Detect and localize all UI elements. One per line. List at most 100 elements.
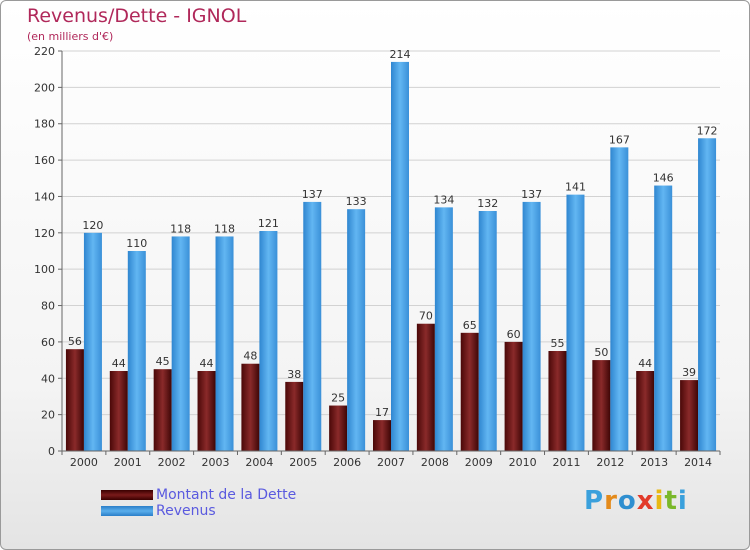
bar-dette	[65, 349, 84, 451]
data-label-revenus: 132	[477, 197, 498, 210]
bar-revenus	[522, 201, 541, 451]
x-tick-label: 2010	[509, 456, 537, 469]
x-tick-label: 2002	[158, 456, 186, 469]
logo-letter: x	[636, 486, 655, 516]
bar-dette	[680, 380, 699, 451]
bar-revenus	[171, 236, 190, 451]
bar-dette	[153, 369, 172, 451]
y-tick-label: 0	[48, 445, 55, 458]
x-tick-label: 2008	[421, 456, 449, 469]
data-label-revenus: 137	[302, 188, 323, 201]
bar-dette	[285, 381, 304, 451]
bar-dette	[329, 405, 348, 451]
legend-swatch-dette	[101, 490, 153, 500]
data-label-dette: 39	[682, 366, 696, 379]
bar-dette	[241, 363, 260, 451]
data-label-dette: 56	[68, 335, 82, 348]
data-label-dette: 70	[419, 310, 433, 323]
x-tick-label: 2000	[70, 456, 98, 469]
data-label-revenus: 120	[82, 219, 103, 232]
data-label-revenus: 214	[390, 48, 411, 61]
data-label-dette: 60	[507, 328, 521, 341]
bar-revenus	[83, 232, 102, 451]
bar-dette	[548, 351, 567, 451]
data-label-dette: 44	[200, 357, 214, 370]
x-tick-label: 2011	[552, 456, 580, 469]
data-label-revenus: 110	[126, 237, 147, 250]
bar-revenus	[303, 201, 322, 451]
data-label-dette: 25	[331, 392, 345, 405]
x-tick-label: 2013	[640, 456, 668, 469]
y-tick-label: 20	[41, 409, 55, 422]
data-label-revenus: 137	[521, 188, 542, 201]
data-label-revenus: 133	[346, 195, 367, 208]
x-tick-label: 2004	[245, 456, 273, 469]
x-tick-label: 2009	[465, 456, 493, 469]
legend-label-dette: Montant de la Dette	[156, 487, 297, 503]
proxiti-logo: Proxiti	[584, 486, 688, 516]
logo-letter: t	[664, 486, 678, 516]
data-label-dette: 17	[375, 406, 389, 419]
x-tick-label: 2007	[377, 456, 405, 469]
bar-dette	[109, 371, 128, 451]
logo-letter: o	[617, 486, 637, 516]
bar-revenus	[654, 185, 673, 451]
x-tick-label: 2001	[114, 456, 142, 469]
data-label-revenus: 134	[433, 193, 454, 206]
bar-revenus	[698, 138, 717, 452]
bar-revenus	[391, 61, 409, 452]
data-label-dette: 55	[550, 337, 564, 350]
data-label-revenus: 121	[258, 217, 279, 230]
x-tick-label: 2014	[684, 456, 712, 469]
bar-dette	[416, 323, 435, 451]
y-tick-label: 200	[34, 81, 55, 94]
data-label-revenus: 167	[609, 133, 630, 146]
x-tick-label: 2005	[289, 456, 317, 469]
bar-revenus	[215, 236, 234, 451]
data-label-revenus: 118	[214, 222, 235, 235]
chart-title: Revenus/Dette - IGNOL	[27, 5, 247, 27]
y-tick-label: 160	[34, 154, 55, 167]
y-tick-label: 80	[41, 300, 55, 313]
legend-label-revenus: Revenus	[156, 503, 216, 519]
bar-dette	[504, 341, 523, 451]
chart-subtitle: (en milliers d'€)	[27, 30, 114, 43]
data-label-dette: 44	[638, 357, 652, 370]
bar-dette	[636, 371, 655, 451]
y-tick-label: 220	[34, 45, 55, 58]
data-label-revenus: 141	[565, 181, 586, 194]
y-tick-label: 140	[34, 190, 55, 203]
logo-letter: i	[677, 486, 688, 516]
bar-revenus	[566, 194, 585, 452]
logo-letter: r	[604, 486, 618, 516]
bar-dette	[592, 360, 611, 451]
bars: 5612044110451184411848121381372513317214…	[65, 48, 718, 452]
y-tick-label: 100	[34, 263, 55, 276]
data-label-dette: 45	[156, 355, 170, 368]
data-label-revenus: 146	[653, 172, 674, 185]
y-tick-label: 180	[34, 118, 55, 131]
x-tick-label: 2006	[333, 456, 361, 469]
data-label-revenus: 172	[697, 124, 718, 137]
bar-revenus	[127, 251, 146, 451]
bar-dette	[373, 420, 391, 451]
bar-revenus	[259, 231, 278, 451]
bar-revenus	[478, 211, 497, 451]
logo-letter: i	[654, 486, 665, 516]
legend-swatch-revenus	[101, 506, 153, 516]
y-tick-label: 120	[34, 227, 55, 240]
data-label-revenus: 118	[170, 222, 191, 235]
x-tick-label: 2003	[202, 456, 230, 469]
data-label-dette: 50	[594, 346, 608, 359]
logo-letter: P	[584, 486, 605, 516]
x-tick-label: 2012	[596, 456, 624, 469]
bar-revenus	[610, 147, 629, 451]
bar-revenus	[434, 207, 453, 451]
data-label-dette: 65	[463, 319, 477, 332]
y-tick-label: 40	[41, 372, 55, 385]
axes: 0 20 40 60 80 100 120 140 160 180 200 220 2000 2001 20…	[34, 45, 721, 469]
bar-dette	[197, 371, 216, 451]
data-label-dette: 44	[112, 357, 126, 370]
